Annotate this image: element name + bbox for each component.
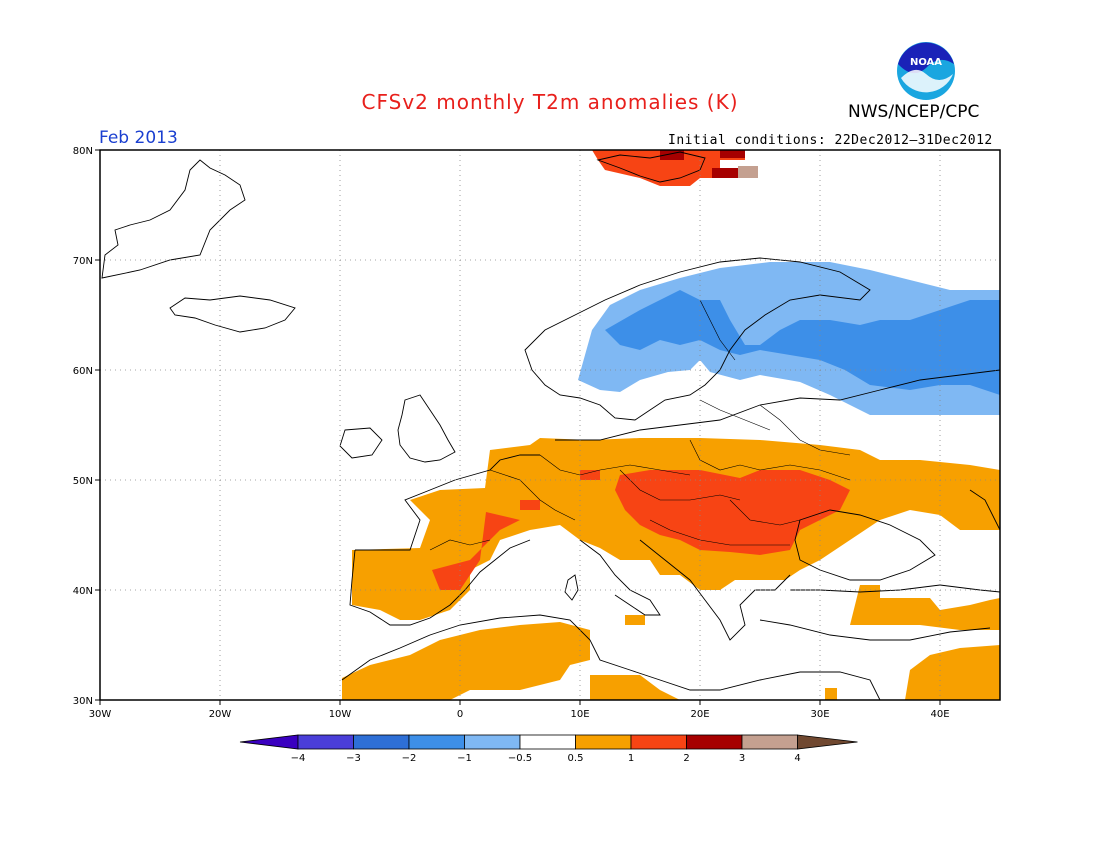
latitude-labels: 30N 40N 50N 60N 70N 80N xyxy=(73,146,93,707)
lon-label: 20E xyxy=(690,709,709,720)
lon-label: 10W xyxy=(329,709,352,720)
colorbar-bin xyxy=(464,734,521,750)
lat-label: 40N xyxy=(73,586,93,597)
colorbar-bin xyxy=(630,734,687,750)
colorbar-bin xyxy=(686,734,743,750)
longitude-labels: 30W 20W 10W 0 10E 20E 30E 40E xyxy=(89,709,950,720)
lon-label: 30W xyxy=(89,709,112,720)
country-borders xyxy=(429,299,851,551)
colorbar-bin xyxy=(519,734,576,750)
tick-marks xyxy=(95,149,941,705)
colorbar-tick-label: 3 xyxy=(739,753,745,764)
colorbar-tick-label: 4 xyxy=(794,753,800,764)
lat-label: 60N xyxy=(73,366,93,377)
colorbar-legend: −4 −3 −2 −1 −0.5 0.5 1 2 3 4 xyxy=(239,734,858,764)
agency-label: NWS/NCEP/CPC xyxy=(848,102,980,122)
colorbar-tick-label: −1 xyxy=(457,753,472,764)
colorbar-bin xyxy=(297,734,354,750)
colorbar-arrow-high xyxy=(797,734,858,750)
lat-label: 70N xyxy=(73,256,93,267)
colorbar-tick-label: −3 xyxy=(346,753,361,764)
colorbar-bin xyxy=(741,734,798,750)
colorbar-tick-label: −0.5 xyxy=(508,753,532,764)
lon-label: 0 xyxy=(457,709,463,720)
map-title: CFSv2 monthly T2m anomalies (K) xyxy=(361,90,739,114)
colorbar-bin xyxy=(408,734,465,750)
noaa-logo-icon: NOAA xyxy=(896,41,956,101)
colorbar-arrow-low xyxy=(239,734,299,750)
logo-text: NOAA xyxy=(910,57,942,68)
lon-label: 20W xyxy=(209,709,232,720)
colorbar-tick-label: −4 xyxy=(291,753,306,764)
colorbar-tick-label: −2 xyxy=(402,753,417,764)
anomaly-shading xyxy=(342,150,1000,700)
lat-label: 30N xyxy=(73,696,93,707)
forecast-period: Feb 2013 xyxy=(99,128,178,148)
lon-label: 10E xyxy=(570,709,589,720)
map-frame xyxy=(99,149,1001,701)
colorbar-tick-label: 1 xyxy=(628,753,634,764)
lat-label: 80N xyxy=(73,146,93,157)
colorbar-tick-label: 2 xyxy=(683,753,689,764)
initial-conditions: Initial conditions: 22Dec2012–31Dec2012 xyxy=(668,133,993,148)
colorbar-bin xyxy=(575,734,632,750)
colorbar-bin xyxy=(353,734,410,750)
lon-label: 30E xyxy=(810,709,829,720)
lon-label: 40E xyxy=(930,709,949,720)
colorbar-tick-label: 0.5 xyxy=(568,753,584,764)
lat-label: 50N xyxy=(73,476,93,487)
graticule xyxy=(100,150,1000,700)
